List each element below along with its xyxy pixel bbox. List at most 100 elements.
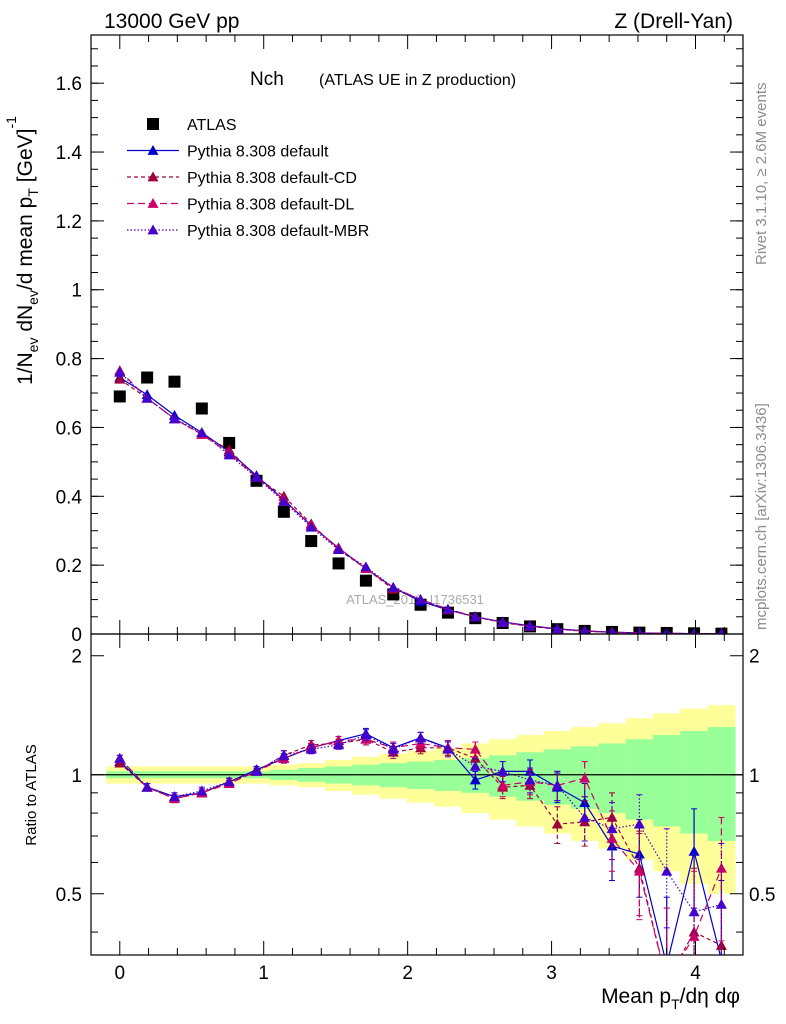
mc-data-point bbox=[360, 561, 372, 572]
mc-data-point bbox=[114, 373, 126, 384]
legend-marker-triangle bbox=[147, 145, 159, 155]
y-tick-label: 0.4 bbox=[56, 487, 83, 508]
y-tick-label: 0.6 bbox=[56, 418, 82, 439]
top-y-axis-text: 1/Nev dNev/d mean pT [GeV]-1 bbox=[3, 116, 41, 385]
ratio-y-tick-label: 1 bbox=[71, 766, 82, 787]
ratio-pythia-8-308-default-mbr bbox=[114, 729, 727, 955]
top-y-axis: 0 0.2 0.4 0.6 0.8 1 1.2 1.4 1.6 bbox=[56, 48, 743, 646]
atlas-data-point bbox=[223, 436, 236, 449]
atlas-data-point bbox=[195, 402, 208, 415]
mc-data-point bbox=[718, 628, 725, 634]
ratio-point bbox=[469, 760, 481, 771]
mc-data-point bbox=[278, 495, 290, 506]
ratio-point bbox=[579, 772, 591, 783]
ratio-line bbox=[119, 738, 722, 955]
atlas-data-point bbox=[277, 505, 290, 518]
mcplots-label: mcplots.cern.ch [arXiv:1306.3436] bbox=[753, 403, 770, 630]
ratio-point bbox=[715, 862, 727, 873]
ratio-point bbox=[497, 765, 509, 776]
legend-marker-triangle bbox=[147, 198, 159, 208]
x-tick-label: 1 bbox=[258, 963, 269, 984]
header-energy: 13000 GeV pp bbox=[104, 10, 239, 33]
x-tick-label: 0 bbox=[114, 963, 125, 984]
ratio-point bbox=[415, 732, 427, 743]
legend-entry-pythia-8-308-default-cd: Pythia 8.308 default-CD bbox=[127, 170, 357, 187]
ratio-point bbox=[223, 776, 235, 787]
ratio-y-axis: 0.5 0.5 1 1 2 2 bbox=[56, 647, 775, 933]
band-inner-bin bbox=[653, 735, 681, 827]
ratio-point bbox=[251, 765, 263, 776]
x-axis-ticks bbox=[90, 35, 725, 955]
legend-marker-square bbox=[147, 118, 159, 130]
rivet-version-label: Rivet 3.1.10, ≥ 2.6M events bbox=[753, 83, 770, 266]
ratio-y-tick-label-right: 0.5 bbox=[749, 885, 775, 906]
x-axis-label: Mean pT/dη dφ bbox=[601, 985, 740, 1012]
ratio-point bbox=[721, 954, 722, 955]
ratio-point bbox=[469, 743, 481, 754]
ratio-line bbox=[119, 734, 722, 913]
ratio-point bbox=[715, 939, 727, 950]
y-axis-label-top: 1/Nev dNev/d mean pT [GeV]-1 bbox=[3, 116, 41, 385]
mc-data-point bbox=[497, 616, 509, 627]
top-series bbox=[113, 365, 728, 634]
main-plot-panel: Nch (ATLAS UE in Z production) ATLAS_201… bbox=[3, 34, 744, 646]
legend-label: Pythia 8.308 default bbox=[187, 144, 329, 161]
y-tick-label: 0 bbox=[71, 625, 82, 646]
bottom-frame bbox=[90, 633, 744, 956]
atlas-data-point bbox=[305, 535, 318, 548]
x-tick-label: 3 bbox=[546, 963, 557, 984]
ratio-point bbox=[551, 818, 563, 829]
legend: ATLAS Pythia 8.308 default Pythia 8.308 de… bbox=[127, 117, 369, 240]
legend-entry-pythia-8-308-default: Pythia 8.308 default bbox=[127, 144, 329, 161]
y-tick-label: 1.2 bbox=[56, 212, 82, 233]
ratio-point bbox=[333, 739, 345, 750]
ratio-plot-panel: Ratio to ATLAS Mean pT/dη dφ 0 1 2 3 40.5 0.5… bbox=[23, 633, 775, 1012]
mc-data-point bbox=[305, 521, 317, 532]
ratio-y-tick-label-right: 1 bbox=[749, 766, 760, 787]
legend-label: Pythia 8.308 default-MBR bbox=[187, 223, 369, 240]
ratio-point bbox=[141, 781, 153, 792]
legend-label: Pythia 8.308 default-CD bbox=[187, 170, 357, 187]
atlas-data-point bbox=[141, 371, 154, 384]
legend-marker-triangle bbox=[147, 224, 159, 235]
ratio-point bbox=[606, 823, 618, 834]
mc-data-point bbox=[524, 620, 536, 631]
legend-entry-pythia-8-308-default-dl: Pythia 8.308 default-DL bbox=[127, 197, 354, 214]
ratio-point bbox=[551, 779, 563, 790]
ratio-point bbox=[715, 898, 727, 909]
x-tick-label: 2 bbox=[402, 963, 413, 984]
atlas-data-point bbox=[113, 390, 126, 403]
y-tick-label: 0.8 bbox=[56, 350, 82, 371]
ratio-point bbox=[661, 960, 672, 970]
ratio-y-tick-label: 2 bbox=[71, 647, 82, 668]
ratio-point bbox=[633, 818, 645, 829]
mc-data-point bbox=[442, 603, 454, 614]
header-process: Z (Drell-Yan) bbox=[614, 10, 733, 33]
ratio-point bbox=[305, 743, 317, 754]
mc-data-point bbox=[387, 582, 399, 592]
band-inner-bin bbox=[434, 759, 463, 791]
ratio-point bbox=[524, 774, 536, 785]
series-line bbox=[119, 378, 722, 634]
ratio-point bbox=[688, 906, 700, 917]
y-tick-label: 1 bbox=[71, 281, 82, 302]
legend-entry-atlas: ATLAS bbox=[147, 117, 237, 134]
x-axis-text: Mean pT/dη dφ bbox=[601, 985, 740, 1012]
mc-data-point bbox=[251, 471, 263, 482]
mc-data-point bbox=[168, 413, 180, 424]
mc-data-point bbox=[579, 625, 590, 634]
ratio-point bbox=[469, 752, 481, 763]
ratio-point bbox=[278, 749, 290, 760]
ratio-point bbox=[497, 779, 509, 790]
mc-data-point bbox=[223, 449, 235, 460]
plot-title-sub: (ATLAS UE in Z production) bbox=[319, 72, 516, 89]
ratio-point bbox=[442, 743, 454, 754]
mc-data-point bbox=[608, 626, 617, 634]
ratio-point bbox=[387, 743, 399, 754]
legend-label: Pythia 8.308 default-DL bbox=[187, 197, 354, 214]
mc-data-point bbox=[196, 427, 208, 438]
band-inner-bin bbox=[625, 739, 654, 820]
ratio-y-axis-label: Ratio to ATLAS bbox=[23, 744, 40, 845]
ratio-series bbox=[114, 727, 727, 970]
